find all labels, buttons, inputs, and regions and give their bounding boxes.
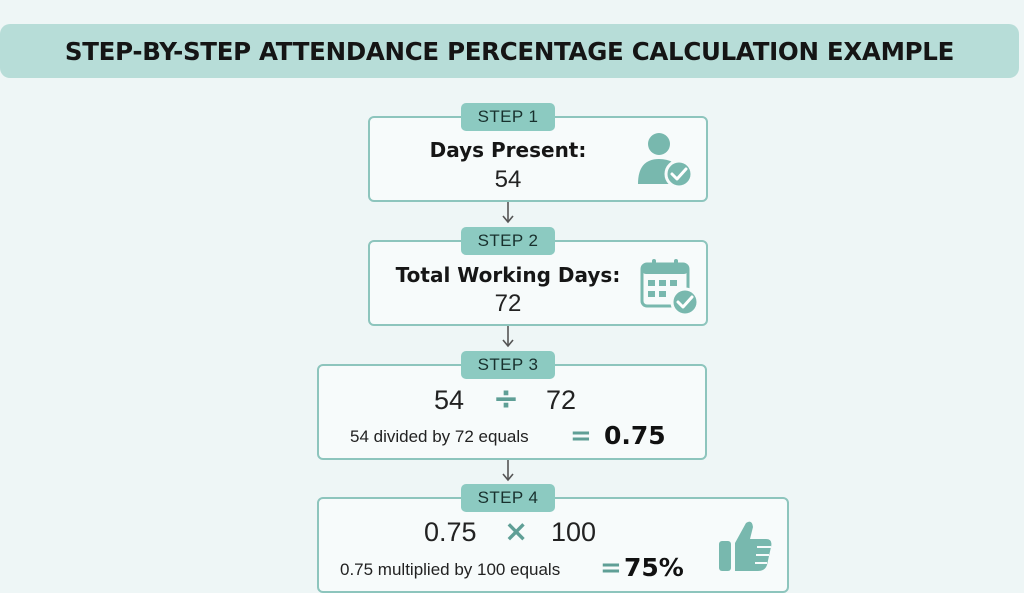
step-3-badge: STEP 3 bbox=[461, 351, 555, 379]
flow-arrow-2 bbox=[502, 326, 514, 348]
step-1-value: 54 bbox=[494, 166, 522, 193]
equals-sign: = bbox=[600, 553, 622, 583]
step-4-result: 75% bbox=[624, 553, 684, 582]
thumbs-up-icon bbox=[719, 521, 772, 571]
step-3-result: 0.75 bbox=[604, 421, 666, 450]
equals-sign: = bbox=[570, 421, 592, 451]
step-4-right-operand: 100 bbox=[551, 517, 597, 547]
user-check-icon bbox=[638, 133, 694, 189]
step-3-description: 54 divided by 72 equals bbox=[350, 427, 529, 446]
title-banner: STEP-BY-STEP ATTENDANCE PERCENTAGE CALCU… bbox=[0, 24, 1019, 78]
step-3-right-operand: 72 bbox=[546, 385, 577, 415]
step-2-label: Total Working Days: bbox=[395, 263, 621, 287]
step-1-label: Days Present: bbox=[429, 138, 587, 162]
step-3-card bbox=[317, 364, 707, 460]
page-title: STEP-BY-STEP ATTENDANCE PERCENTAGE CALCU… bbox=[64, 36, 955, 66]
step-1-badge: STEP 1 bbox=[461, 103, 555, 131]
step-2-badge: STEP 2 bbox=[461, 227, 555, 255]
multiply-operator: × bbox=[504, 514, 529, 548]
flow-arrow-3 bbox=[502, 460, 514, 482]
step-4-left-operand: 0.75 bbox=[424, 517, 477, 547]
step-4-badge: STEP 4 bbox=[461, 484, 555, 512]
divide-operator: ÷ bbox=[493, 381, 519, 417]
step-2-value: 72 bbox=[494, 290, 522, 317]
calendar-check-icon bbox=[640, 259, 700, 317]
step-3-left-operand: 54 bbox=[434, 385, 465, 415]
step-4-description: 0.75 multiplied by 100 equals bbox=[340, 560, 561, 579]
flow-arrow-1 bbox=[502, 202, 514, 224]
